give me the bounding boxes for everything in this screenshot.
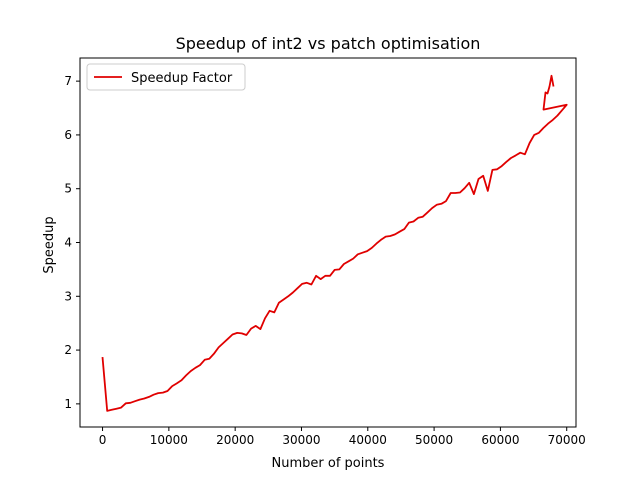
x-tick-label: 60000: [481, 433, 519, 447]
y-tick-label: 3: [64, 289, 72, 303]
x-tick-label: 30000: [282, 433, 320, 447]
x-axis: 0 10000 20000 30000 40000 50000 60000 70000: [99, 427, 586, 447]
x-tick-label: 40000: [349, 433, 387, 447]
y-axis-label: Speedup: [42, 216, 57, 273]
legend: Speedup Factor: [86, 63, 246, 91]
x-tick-label: 20000: [216, 433, 254, 447]
x-tick-label: 10000: [150, 433, 188, 447]
chart-title: Speedup of int2 vs patch optimisation: [176, 34, 481, 53]
y-tick-label: 1: [64, 397, 72, 411]
legend-box: [86, 63, 246, 91]
y-tick-label: 6: [64, 128, 72, 142]
x-tick-label: 50000: [415, 433, 453, 447]
y-tick-label: 7: [64, 74, 72, 88]
x-axis-label: Number of points: [272, 456, 385, 471]
y-tick-label: 2: [64, 343, 72, 357]
x-tick-label: 0: [99, 433, 107, 447]
y-tick-label: 4: [64, 236, 72, 250]
series-line-speedup-factor: [101, 74, 568, 412]
legend-label: Speedup Factor: [131, 71, 233, 86]
y-axis: 1 2 3 4 5 6 7: [64, 74, 80, 411]
y-tick-label: 5: [64, 182, 72, 196]
x-tick-label: 70000: [548, 433, 586, 447]
